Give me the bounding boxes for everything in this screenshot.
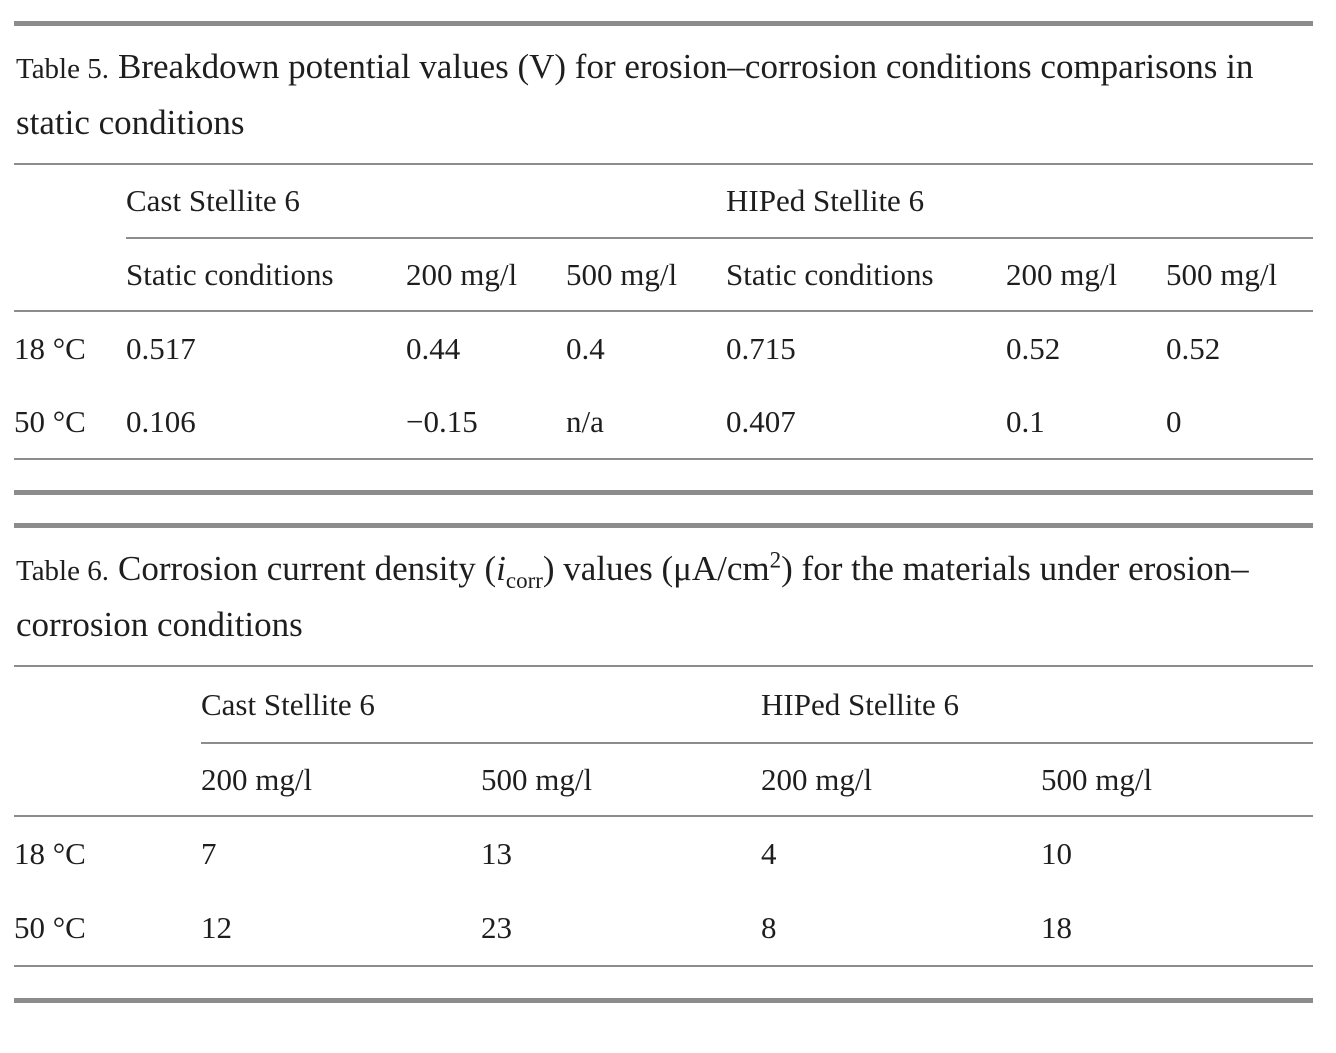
table-cell: n/a [566, 385, 727, 460]
table5-label: Table 5. [16, 53, 109, 85]
table-cell: −0.15 [406, 385, 566, 460]
table-row: 50 °C 12 23 8 18 [14, 891, 1314, 967]
table6-group-header-row: Cast Stellite 6 HIPed Stellite 6 [14, 666, 1314, 744]
table-row: 18 °C 0.517 0.44 0.4 0.715 0.52 0.52 [14, 311, 1313, 385]
col-header: 200 mg/l [201, 743, 481, 817]
col-header: 200 mg/l [406, 238, 566, 312]
table-cell: 0.44 [406, 330, 461, 366]
group-header-hiped: HIPed Stellite 6 [761, 666, 1314, 744]
table-cell: 0.407 [726, 385, 1007, 460]
bottom-rule [14, 460, 1313, 495]
table5-column-header-row: Static conditions 200 mg/l 500 mg/l Stat… [14, 238, 1314, 312]
table-cell: 0.52 [1006, 330, 1061, 366]
table-cell: 7 [201, 836, 217, 871]
table-cell: 8 [761, 891, 1041, 967]
table-cell: 10 [1041, 836, 1072, 871]
table5-caption: Table 5. Breakdown potential values (V) f… [14, 26, 1313, 163]
table-cell: 0.52 [1166, 330, 1221, 366]
table5-section: Table 5. Breakdown potential values (V) f… [14, 21, 1314, 495]
col-header: 500 mg/l [1041, 743, 1314, 817]
table-cell: 18 [1041, 891, 1314, 967]
row-label: 50 °C [14, 385, 126, 460]
table5: Cast Stellite 6 HIPed Stellite 6 Static … [14, 163, 1314, 460]
group-header-cast: Cast Stellite 6 [201, 666, 761, 744]
table6: Cast Stellite 6 HIPed Stellite 6 200 mg/… [14, 665, 1314, 967]
row-label: 18 °C [14, 836, 86, 871]
corner-cell [14, 164, 126, 238]
col-header: 500 mg/l [481, 743, 761, 817]
page: Table 5. Breakdown potential values (V) f… [14, 21, 1314, 1003]
caption-subscript: corr [505, 568, 543, 593]
col-header: Static conditions [126, 238, 406, 312]
table-row: 18 °C 7 13 4 10 [14, 816, 1313, 891]
table6-column-header-row: 200 mg/l 500 mg/l 200 mg/l 500 mg/l [14, 743, 1314, 817]
table-cell: 0.1 [1006, 385, 1167, 460]
table6-label: Table 6. [16, 555, 109, 587]
table6-section: Table 6. Corrosion current density (icorr… [14, 523, 1314, 1003]
caption-segment: ) values (μA/cm [542, 549, 770, 588]
table-cell: 4 [761, 836, 777, 871]
table-cell: 0.106 [126, 385, 406, 460]
corner-cell [14, 743, 201, 817]
table6-caption: Table 6. Corrosion current density (icorr… [14, 528, 1313, 665]
table-cell: 0.715 [726, 330, 796, 366]
bottom-rule [14, 967, 1313, 1003]
col-header: 200 mg/l [1006, 238, 1167, 312]
caption-superscript: 2 [769, 547, 782, 573]
row-label: 50 °C [14, 891, 201, 967]
group-header-cast: Cast Stellite 6 [126, 164, 727, 239]
table-cell: 0.517 [126, 330, 196, 366]
table-row: 50 °C 0.106 −0.15 n/a 0.407 0.1 0 [14, 385, 1314, 460]
table-cell: 0 [1166, 385, 1314, 460]
col-header: 500 mg/l [1166, 238, 1314, 312]
corner-cell [14, 238, 126, 312]
caption-italic-i: i [496, 549, 506, 588]
table5-caption-text: Breakdown potential values (V) for erosi… [16, 47, 1254, 142]
caption-segment: ) for the materials under erosion–corros… [16, 549, 1249, 644]
table-cell: 12 [201, 891, 481, 967]
corner-cell [14, 666, 201, 743]
table-cell: 0.4 [566, 330, 605, 366]
table-cell: 13 [481, 836, 512, 871]
group-header-hiped: HIPed Stellite 6 [726, 164, 1314, 239]
table5-group-header-row: Cast Stellite 6 HIPed Stellite 6 [14, 164, 1314, 239]
col-header: 200 mg/l [761, 743, 1041, 817]
caption-segment: Corrosion current density ( [118, 549, 497, 588]
table-cell: 23 [481, 891, 761, 967]
col-header: Static conditions [726, 238, 1007, 312]
row-label: 18 °C [14, 330, 86, 366]
col-header: 500 mg/l [566, 238, 727, 312]
